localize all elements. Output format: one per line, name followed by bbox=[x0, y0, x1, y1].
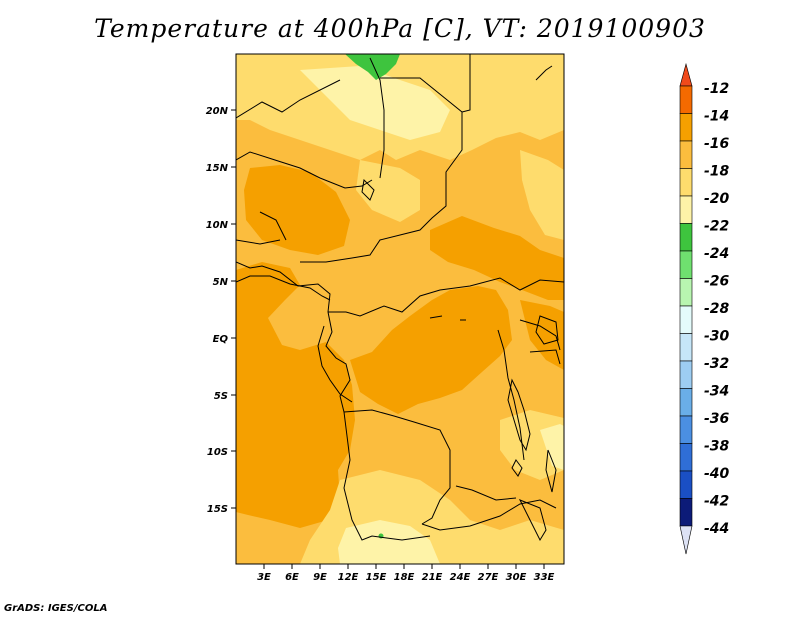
lat-label: 15N bbox=[206, 163, 229, 174]
colorbar-label: -28 bbox=[704, 301, 730, 317]
colorbar-label: -20 bbox=[704, 191, 730, 207]
colorbar-swatch bbox=[679, 140, 693, 169]
lat-label: 5N bbox=[213, 277, 229, 288]
field-center-dark bbox=[350, 286, 512, 414]
lon-label: 24E bbox=[450, 572, 471, 583]
lon-labels: 3E 6E 9E 12E 15E 18E 21E 24E 27E 30E 33E bbox=[257, 572, 554, 583]
lon-label: 15E bbox=[366, 572, 387, 583]
lat-label: 10S bbox=[207, 447, 228, 458]
colorbar-swatch bbox=[679, 388, 693, 417]
colorbar-swatch bbox=[679, 333, 693, 362]
lat-ticks bbox=[231, 109, 236, 509]
lon-label: 3E bbox=[257, 572, 271, 583]
lon-label: 6E bbox=[285, 572, 299, 583]
field-green-north bbox=[345, 54, 400, 80]
colorbar-top-triangle bbox=[679, 62, 693, 87]
field-northeast-dark bbox=[430, 216, 564, 300]
colorbar-swatch bbox=[679, 470, 693, 499]
colorbar-label: -36 bbox=[704, 411, 730, 427]
colorbar-label: -44 bbox=[704, 521, 729, 537]
colorbar-label: -30 bbox=[704, 329, 730, 345]
colorbar-bottom-triangle bbox=[679, 525, 693, 555]
lon-ticks bbox=[263, 564, 545, 569]
colorbar-label: -22 bbox=[704, 219, 729, 235]
colorbar-label: -40 bbox=[704, 466, 730, 482]
colorbar-label: -24 bbox=[704, 246, 729, 262]
colorbar-label: -38 bbox=[704, 439, 730, 455]
field-east-dark bbox=[520, 300, 564, 370]
colorbar-swatch bbox=[679, 168, 693, 197]
field-west-dark bbox=[236, 262, 355, 528]
coastlines bbox=[236, 178, 559, 542]
colorbar-swatch bbox=[679, 305, 693, 334]
colorbar-swatch bbox=[679, 223, 693, 252]
colorbar-label: -16 bbox=[704, 136, 730, 152]
field-north-pale-2 bbox=[356, 160, 420, 222]
colorbar-label: -26 bbox=[704, 274, 730, 290]
lat-labels: 20N 15N 10N 5N EQ 5S 10S 15S bbox=[206, 106, 229, 515]
field-south-lightest bbox=[338, 520, 440, 564]
colorbar-label: -18 bbox=[704, 164, 730, 180]
lon-label: 30E bbox=[506, 572, 527, 583]
lon-label: 33E bbox=[534, 572, 555, 583]
colorbar bbox=[679, 62, 693, 555]
colorbar-label: -32 bbox=[704, 356, 729, 372]
colorbar-label: -42 bbox=[704, 494, 729, 510]
colorbar-swatch bbox=[679, 278, 693, 307]
colorbar-label: -12 bbox=[704, 81, 729, 97]
colorbar-swatch bbox=[679, 415, 693, 444]
colorbar-swatch bbox=[679, 443, 693, 472]
field-east-pale bbox=[520, 150, 564, 240]
colorbar-swatch bbox=[679, 360, 693, 389]
colorbar-swatch bbox=[679, 250, 693, 279]
lat-label: 15S bbox=[207, 504, 228, 515]
map-panel bbox=[236, 54, 564, 564]
colorbar-label: -14 bbox=[704, 109, 729, 125]
colorbar-swatch bbox=[679, 113, 693, 142]
chart-title: Temperature at 400hPa [C], VT: 201910090… bbox=[94, 14, 706, 43]
field-north-lightest bbox=[300, 66, 450, 140]
grads-credit: GrADS: IGES/COLA bbox=[4, 603, 108, 614]
lon-label: 27E bbox=[478, 572, 499, 583]
lon-label: 21E bbox=[422, 572, 443, 583]
colorbar-labels: -12 -14 -16 -18 -20 -22 -24 -26 -28 -30 … bbox=[704, 81, 730, 537]
colorbar-swatch bbox=[679, 85, 693, 114]
field-west-dark-2 bbox=[236, 282, 244, 350]
field-north-dark bbox=[244, 165, 350, 255]
lon-label: 9E bbox=[313, 572, 327, 583]
colorbar-swatch bbox=[679, 195, 693, 224]
map-frame bbox=[235, 53, 565, 565]
lat-label: 5S bbox=[214, 391, 228, 402]
lat-label: EQ bbox=[213, 334, 229, 345]
country-borders bbox=[236, 54, 564, 541]
field-se-lightest bbox=[540, 424, 564, 470]
lon-label: 18E bbox=[394, 572, 415, 583]
colorbar-swatch bbox=[679, 498, 693, 527]
colorbar-label: -34 bbox=[704, 384, 729, 400]
lon-label: 12E bbox=[338, 572, 359, 583]
lat-label: 20N bbox=[206, 106, 229, 117]
lat-label: 10N bbox=[206, 220, 229, 231]
